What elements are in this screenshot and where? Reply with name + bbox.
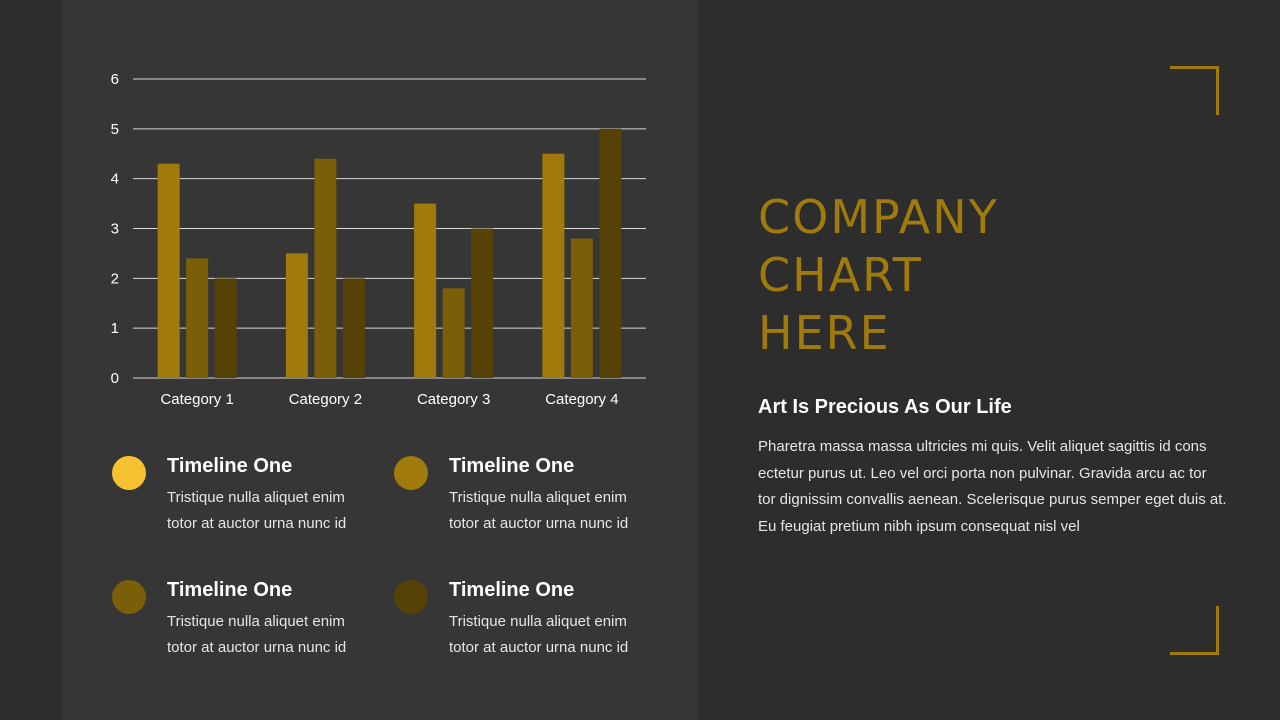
bar-series1-cat1 [157,163,180,378]
chart-category-labels: Category 1 Category 2 Category 3 Category 4 [160,391,618,408]
bar-series3-cat3 [471,228,494,378]
timeline-title-1: Timeline One [167,455,293,477]
chart-bars [157,128,622,378]
timeline-text-2: Tristique nulla aliquet enim totor at au… [449,489,629,532]
bar-series1-cat4 [542,153,565,378]
timeline-text-1: Tristique nulla aliquet enim totor at au… [167,489,347,532]
timeline-text-4: Tristique nulla aliquet enim totor at au… [449,613,629,656]
timeline-title-2: Timeline One [449,455,575,477]
y-tick-label: 0 [111,370,119,387]
category-label: Category 1 [160,391,233,408]
page-title-line-2: CHART [758,248,923,302]
timeline-title-3: Timeline One [167,579,293,601]
category-label: Category 4 [545,391,618,408]
corner-bracket-top-right [1170,66,1219,115]
page-title-line-1: COMPANY [758,190,999,244]
bar-series2-cat3 [442,288,465,378]
chart-gridlines [133,78,646,379]
bar-series2-cat4 [570,238,593,378]
chart-y-ticks: 0 1 2 3 4 5 6 [111,71,119,387]
timeline-dot-2 [394,456,428,490]
timeline-dot-1 [112,456,146,490]
body-paragraph: Pharetra massa massa ultricies mi quis. … [758,438,1227,535]
page-title-line-3: HERE [758,306,891,360]
bar-series1-cat2 [285,253,308,378]
timeline-title-4: Timeline One [449,579,575,601]
bar-series3-cat2 [342,278,365,378]
y-tick-label: 2 [111,270,119,287]
y-tick-label: 1 [111,320,119,337]
bar-series2-cat2 [314,158,337,378]
y-tick-label: 6 [111,71,119,88]
bar-series1-cat3 [414,203,437,378]
timeline-dot-3 [112,580,146,614]
bar-series3-cat4 [599,128,622,378]
bar-series2-cat1 [186,258,209,378]
section-subtitle: Art Is Precious As Our Life [758,396,1012,418]
category-label: Category 2 [289,391,362,408]
bar-series3-cat1 [214,278,237,378]
y-tick-label: 3 [111,221,119,238]
y-tick-label: 4 [111,171,119,188]
timeline-text-3: Tristique nulla aliquet enim totor at au… [167,613,347,656]
category-label: Category 3 [417,391,490,408]
page-title: COMPANY CHART HERE [758,188,1178,362]
timeline-dot-4 [394,580,428,614]
y-tick-label: 5 [111,121,119,138]
corner-bracket-bottom-right [1170,606,1219,655]
